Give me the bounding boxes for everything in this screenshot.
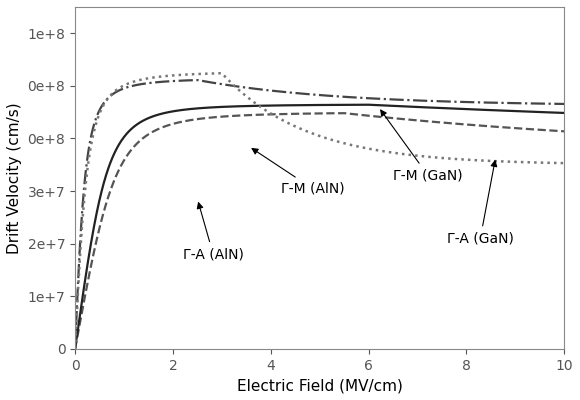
Y-axis label: Drift Velocity (cm/s): Drift Velocity (cm/s) [7,102,22,254]
X-axis label: Electric Field (MV/cm): Electric Field (MV/cm) [237,378,403,393]
Text: Γ-A (GaN): Γ-A (GaN) [447,161,514,245]
Text: Γ-A (AlN): Γ-A (AlN) [183,203,244,261]
Text: Γ-M (GaN): Γ-M (GaN) [380,110,463,182]
Text: Γ-M (AlN): Γ-M (AlN) [252,148,344,195]
